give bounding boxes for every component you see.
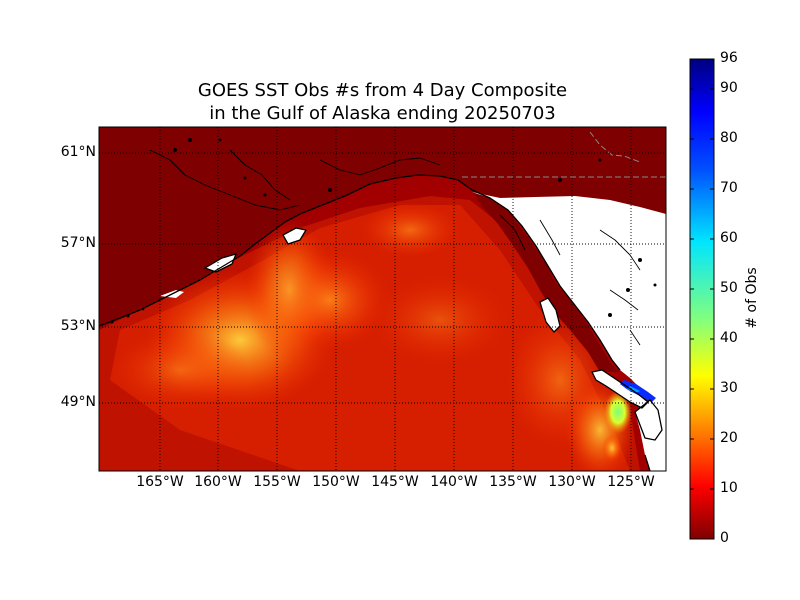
lon-label: 130°W (548, 474, 596, 490)
lon-label: 145°W (371, 474, 419, 490)
colorbar (689, 58, 715, 540)
vancouver-island (592, 370, 648, 408)
lon-label: 155°W (253, 474, 301, 490)
land-mask (99, 127, 666, 326)
colorbar-tick-label: 10 (720, 480, 738, 496)
colorbar-tick-label: 40 (720, 330, 738, 346)
lon-label: 160°W (194, 474, 242, 490)
colorbar-label: # of Obs (744, 267, 760, 329)
peninsula-patch-1 (205, 254, 236, 272)
colorbar-tick-label: 90 (720, 80, 738, 96)
map-panel (99, 127, 666, 471)
colorbar-tick-label: 50 (720, 280, 738, 296)
lat-label: 53°N (60, 318, 96, 334)
colorbar-tick-label: 70 (720, 180, 738, 196)
lon-label: 135°W (489, 474, 537, 490)
lon-label: 125°W (607, 474, 655, 490)
coastlines (99, 149, 663, 471)
islands (110, 138, 657, 324)
map-title-line-1: GOES SST Obs #s from 4 Day Composite (197, 80, 568, 101)
colorbar-tick-label: 20 (720, 430, 738, 446)
lon-label: 165°W (136, 474, 184, 490)
colorbar-tick-label: 60 (720, 230, 738, 246)
lat-label: 57°N (60, 235, 96, 251)
map-title-line-2: in the Gulf of Alaska ending 20250703 (209, 103, 556, 124)
haida-gwaii (540, 298, 560, 332)
no-data-land (472, 192, 666, 471)
colorbar-tick-label: 96 (720, 50, 738, 66)
colorbar-tick-label: 80 (720, 130, 738, 146)
political-borders (462, 131, 666, 178)
land-mask-bc (472, 190, 620, 372)
map-frame (98, 126, 667, 472)
colorbar-tick-label: 0 (720, 530, 729, 546)
lat-label: 49°N (60, 394, 96, 410)
colorbar-tick-label: 30 (720, 380, 738, 396)
graticule (99, 127, 666, 471)
lon-label: 140°W (430, 474, 478, 490)
lat-label: 61°N (60, 144, 96, 160)
colorbar-ticks (690, 58, 714, 540)
lon-label: 150°W (312, 474, 360, 490)
inland-strip-edge (627, 386, 640, 393)
